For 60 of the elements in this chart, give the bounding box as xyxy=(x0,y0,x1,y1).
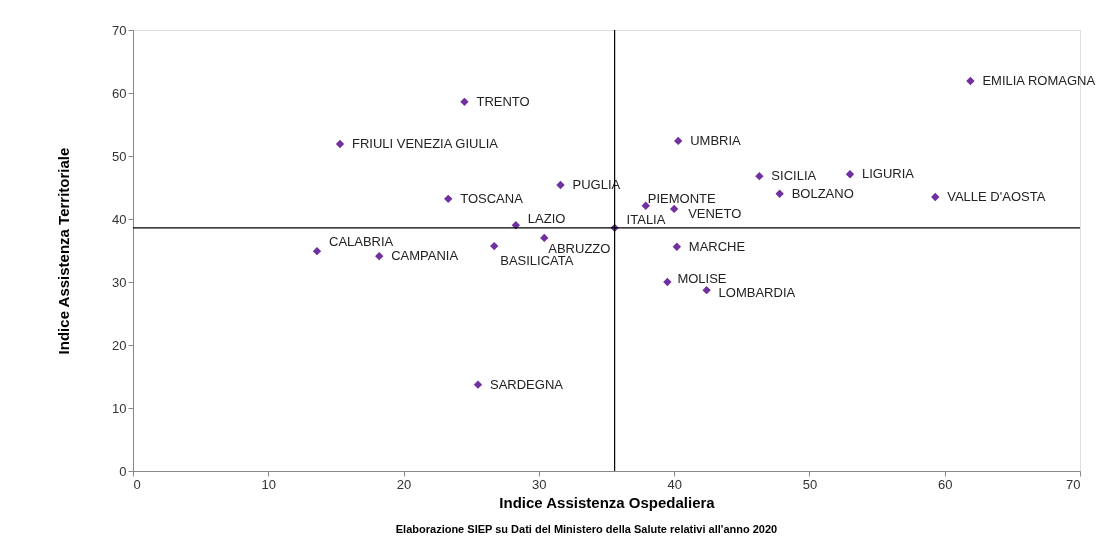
point xyxy=(490,241,499,251)
point xyxy=(931,192,940,202)
point xyxy=(775,189,784,198)
x-tick-label: 30 xyxy=(532,476,547,492)
series-label: ITALIA xyxy=(626,211,666,227)
y-tick-label: 60 xyxy=(112,85,127,101)
series-label: TOSCANA xyxy=(460,190,524,206)
series-label: BASILICATA xyxy=(500,253,574,269)
x-tick-label: 10 xyxy=(261,476,277,492)
x-tick-label: 60 xyxy=(937,476,953,492)
series-label: LIGURIA xyxy=(862,166,915,182)
y-tick-label: 40 xyxy=(112,211,127,227)
series-label: UMBRIA xyxy=(690,132,742,148)
y-tick-label: 70 xyxy=(112,22,127,38)
series-label: SICILIA xyxy=(771,168,817,184)
series-label: EMILIA ROMAGNA xyxy=(982,73,1096,89)
point xyxy=(755,171,764,181)
series-label: BOLZANO xyxy=(791,185,854,201)
x-tick-label: 70 xyxy=(1066,476,1081,492)
series-label: TRENTO xyxy=(476,93,530,109)
series-label: CALABRIA xyxy=(328,234,394,250)
x-tick-label: 20 xyxy=(396,476,412,492)
series-label: CAMPANIA xyxy=(391,248,459,264)
point xyxy=(375,251,384,261)
point xyxy=(702,286,711,295)
point xyxy=(312,246,322,256)
point xyxy=(674,136,683,146)
point xyxy=(669,204,679,214)
point xyxy=(473,380,483,389)
series-label: PIEMONTE xyxy=(647,190,716,206)
point xyxy=(845,170,855,179)
y-tick-label: 20 xyxy=(112,337,127,353)
point xyxy=(444,194,453,204)
y-axis-title: Indice Assistenza Territoriale xyxy=(55,147,73,355)
y-tick-label: 0 xyxy=(119,463,127,479)
series-label: ABRUZZO xyxy=(548,240,611,256)
point xyxy=(460,97,469,106)
x-tick-label: 40 xyxy=(667,476,682,492)
y-tick-label: 10 xyxy=(112,400,127,416)
y-tick-label: 50 xyxy=(112,148,127,164)
series-label: SARDEGNA xyxy=(489,376,564,392)
point xyxy=(556,180,565,190)
point xyxy=(540,233,549,243)
text: Elaborazione SIEP su Dati del Ministero della Salute relativi all'anno 2020 xyxy=(395,523,778,535)
y-tick-label: 30 xyxy=(112,274,127,290)
point xyxy=(641,201,650,210)
point xyxy=(663,277,672,287)
series-label: MOLISE xyxy=(677,271,727,286)
series-label: VALLE D'AOSTA xyxy=(947,188,1046,204)
series-label: LOMBARDIA xyxy=(718,285,796,301)
series-label: LAZIO xyxy=(527,211,566,227)
point xyxy=(966,76,975,86)
point xyxy=(672,242,682,251)
x-tick-label: 0 xyxy=(133,476,141,492)
series-label: MARCHE xyxy=(688,238,746,254)
series-label: FRIULI VENEZIA GIULIA xyxy=(351,136,499,152)
point xyxy=(335,139,345,149)
x-axis-title: Indice Assistenza Ospedaliera xyxy=(499,493,716,511)
series-label: VENETO xyxy=(688,205,742,221)
x-tick-label: 50 xyxy=(802,476,818,492)
